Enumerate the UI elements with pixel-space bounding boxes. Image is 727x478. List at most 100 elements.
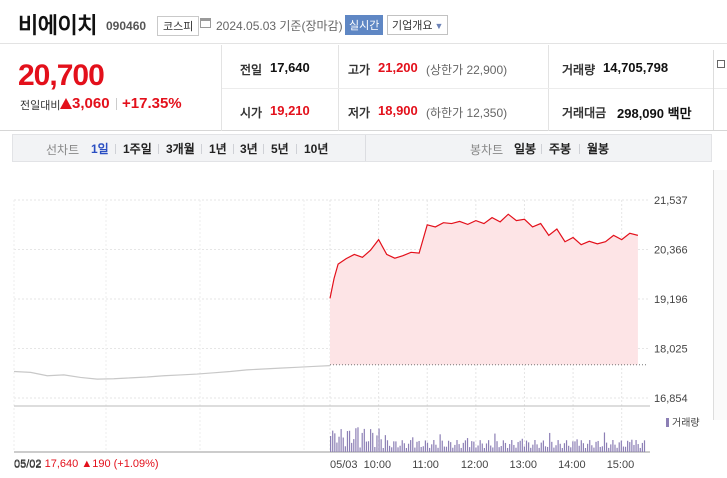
volume-bar [500, 446, 502, 452]
volume-value: 14,705,798 [603, 60, 669, 75]
date-info: 2024.05.03 기준(장마감) [216, 19, 343, 33]
volume-bar [393, 441, 395, 452]
x-tick-label: 10:00 [364, 459, 392, 471]
x-tick-label: 15:00 [607, 459, 635, 471]
tab-monthly[interactable]: 월봉 [587, 142, 610, 156]
volume-bar [460, 447, 462, 452]
divider [579, 144, 580, 154]
volume-bar [635, 440, 637, 452]
stock-name[interactable]: 비에이치 [18, 13, 97, 38]
volume-bar [496, 441, 498, 452]
volume-bar [561, 447, 563, 452]
tab-1w[interactable]: 1주일 [123, 142, 152, 156]
volume-bar [504, 442, 507, 452]
volume-bar [464, 440, 467, 452]
volume-bar [614, 444, 616, 452]
volume-bar [426, 442, 429, 452]
volume-bar [422, 446, 424, 452]
open-value: 19,210 [270, 103, 310, 118]
volume-bar [469, 447, 471, 452]
divider [115, 144, 116, 154]
volume-bar [456, 440, 458, 452]
volume-bar [452, 447, 454, 452]
tab-daily[interactable]: 일봉 [514, 142, 537, 156]
volume-bar [386, 440, 389, 452]
volume-bar [620, 440, 622, 452]
change-value: 3,060 [72, 95, 110, 112]
volume-bar [574, 441, 576, 452]
divider [233, 144, 234, 154]
volume-bar [612, 440, 614, 452]
tab-1y[interactable]: 1년 [209, 142, 227, 156]
volume-bar [405, 447, 408, 452]
volume-bar [346, 431, 349, 452]
x-tick-label: 13:00 [509, 459, 537, 471]
volume-bar [540, 442, 542, 452]
volume-bar [551, 441, 553, 452]
tab-weekly[interactable]: 주봉 [549, 142, 572, 156]
volume-bar [353, 439, 355, 452]
volume-bar [641, 442, 643, 452]
volume-bar [517, 442, 519, 452]
chart-scrollbar[interactable] [713, 170, 727, 420]
volume-bar [622, 446, 625, 452]
volume-bar [534, 440, 536, 452]
company-overview-label: 기업개요 [392, 20, 433, 32]
tab-3y[interactable]: 3년 [240, 142, 258, 156]
chevron-down-icon: ▼ [434, 21, 444, 31]
volume-bar [595, 441, 597, 452]
lower-limit: (하한가 12,350) [426, 106, 508, 120]
divider [116, 98, 117, 110]
calendar-icon [200, 18, 211, 28]
volume-bar [589, 440, 591, 452]
volume-bar [536, 444, 538, 452]
volume-bar [361, 432, 363, 452]
tab-10y[interactable]: 10년 [304, 142, 329, 156]
volume-bar [441, 440, 443, 452]
volume-bar [599, 446, 601, 452]
price-area [330, 214, 638, 365]
volume-bar [608, 447, 610, 452]
volume-swatch [666, 418, 669, 427]
divider [541, 144, 542, 154]
volume-bar [372, 432, 374, 452]
volume-bar [523, 446, 526, 452]
volume-bar [549, 432, 551, 452]
volume-bar [483, 447, 485, 452]
y-tick-label: 18,025 [654, 344, 688, 356]
square-icon [717, 60, 725, 68]
stock-header: 비에이치 090460 코스피 2024.05.03 기준(장마감) 실시간 기… [0, 0, 727, 44]
tab-5y[interactable]: 5년 [271, 142, 289, 156]
volume-bar [416, 441, 418, 452]
low-label: 저가 [348, 106, 371, 120]
volume-bar [565, 440, 568, 452]
volume-bar [627, 440, 629, 452]
panel-scroll[interactable] [713, 50, 727, 130]
y-tick-label: 20,366 [654, 245, 688, 257]
volume-bar [591, 445, 593, 452]
volume-bar [481, 443, 483, 452]
volume-bar [336, 442, 338, 452]
volume-bar [572, 441, 574, 452]
volume-bar [570, 447, 572, 452]
tab-1d[interactable]: 1일 [91, 142, 109, 156]
stock-code: 090460 [106, 19, 147, 33]
volume-bar [458, 444, 460, 452]
prev-day-info: 05/02 17,640 ▲190 (+1.09%) [14, 458, 159, 470]
volume-bar [513, 444, 515, 452]
volume-bar [342, 437, 344, 452]
volume-bar [365, 441, 368, 452]
tab-3m[interactable]: 3개월 [166, 142, 195, 156]
volume-bar [485, 443, 488, 452]
candle-chart-label: 봉차트 [470, 143, 504, 157]
volume-bar [553, 447, 555, 452]
volume-bar [509, 444, 511, 452]
volume-bar [578, 445, 580, 452]
prev-pct: (+1.09%) [113, 458, 159, 470]
volume-bar [414, 447, 416, 452]
volume-bar [410, 440, 412, 452]
x-tick-label: 11:00 [412, 459, 439, 471]
realtime-button[interactable]: 실시간 [345, 15, 384, 35]
company-overview-button[interactable]: 기업개요 ▼ [387, 15, 449, 35]
